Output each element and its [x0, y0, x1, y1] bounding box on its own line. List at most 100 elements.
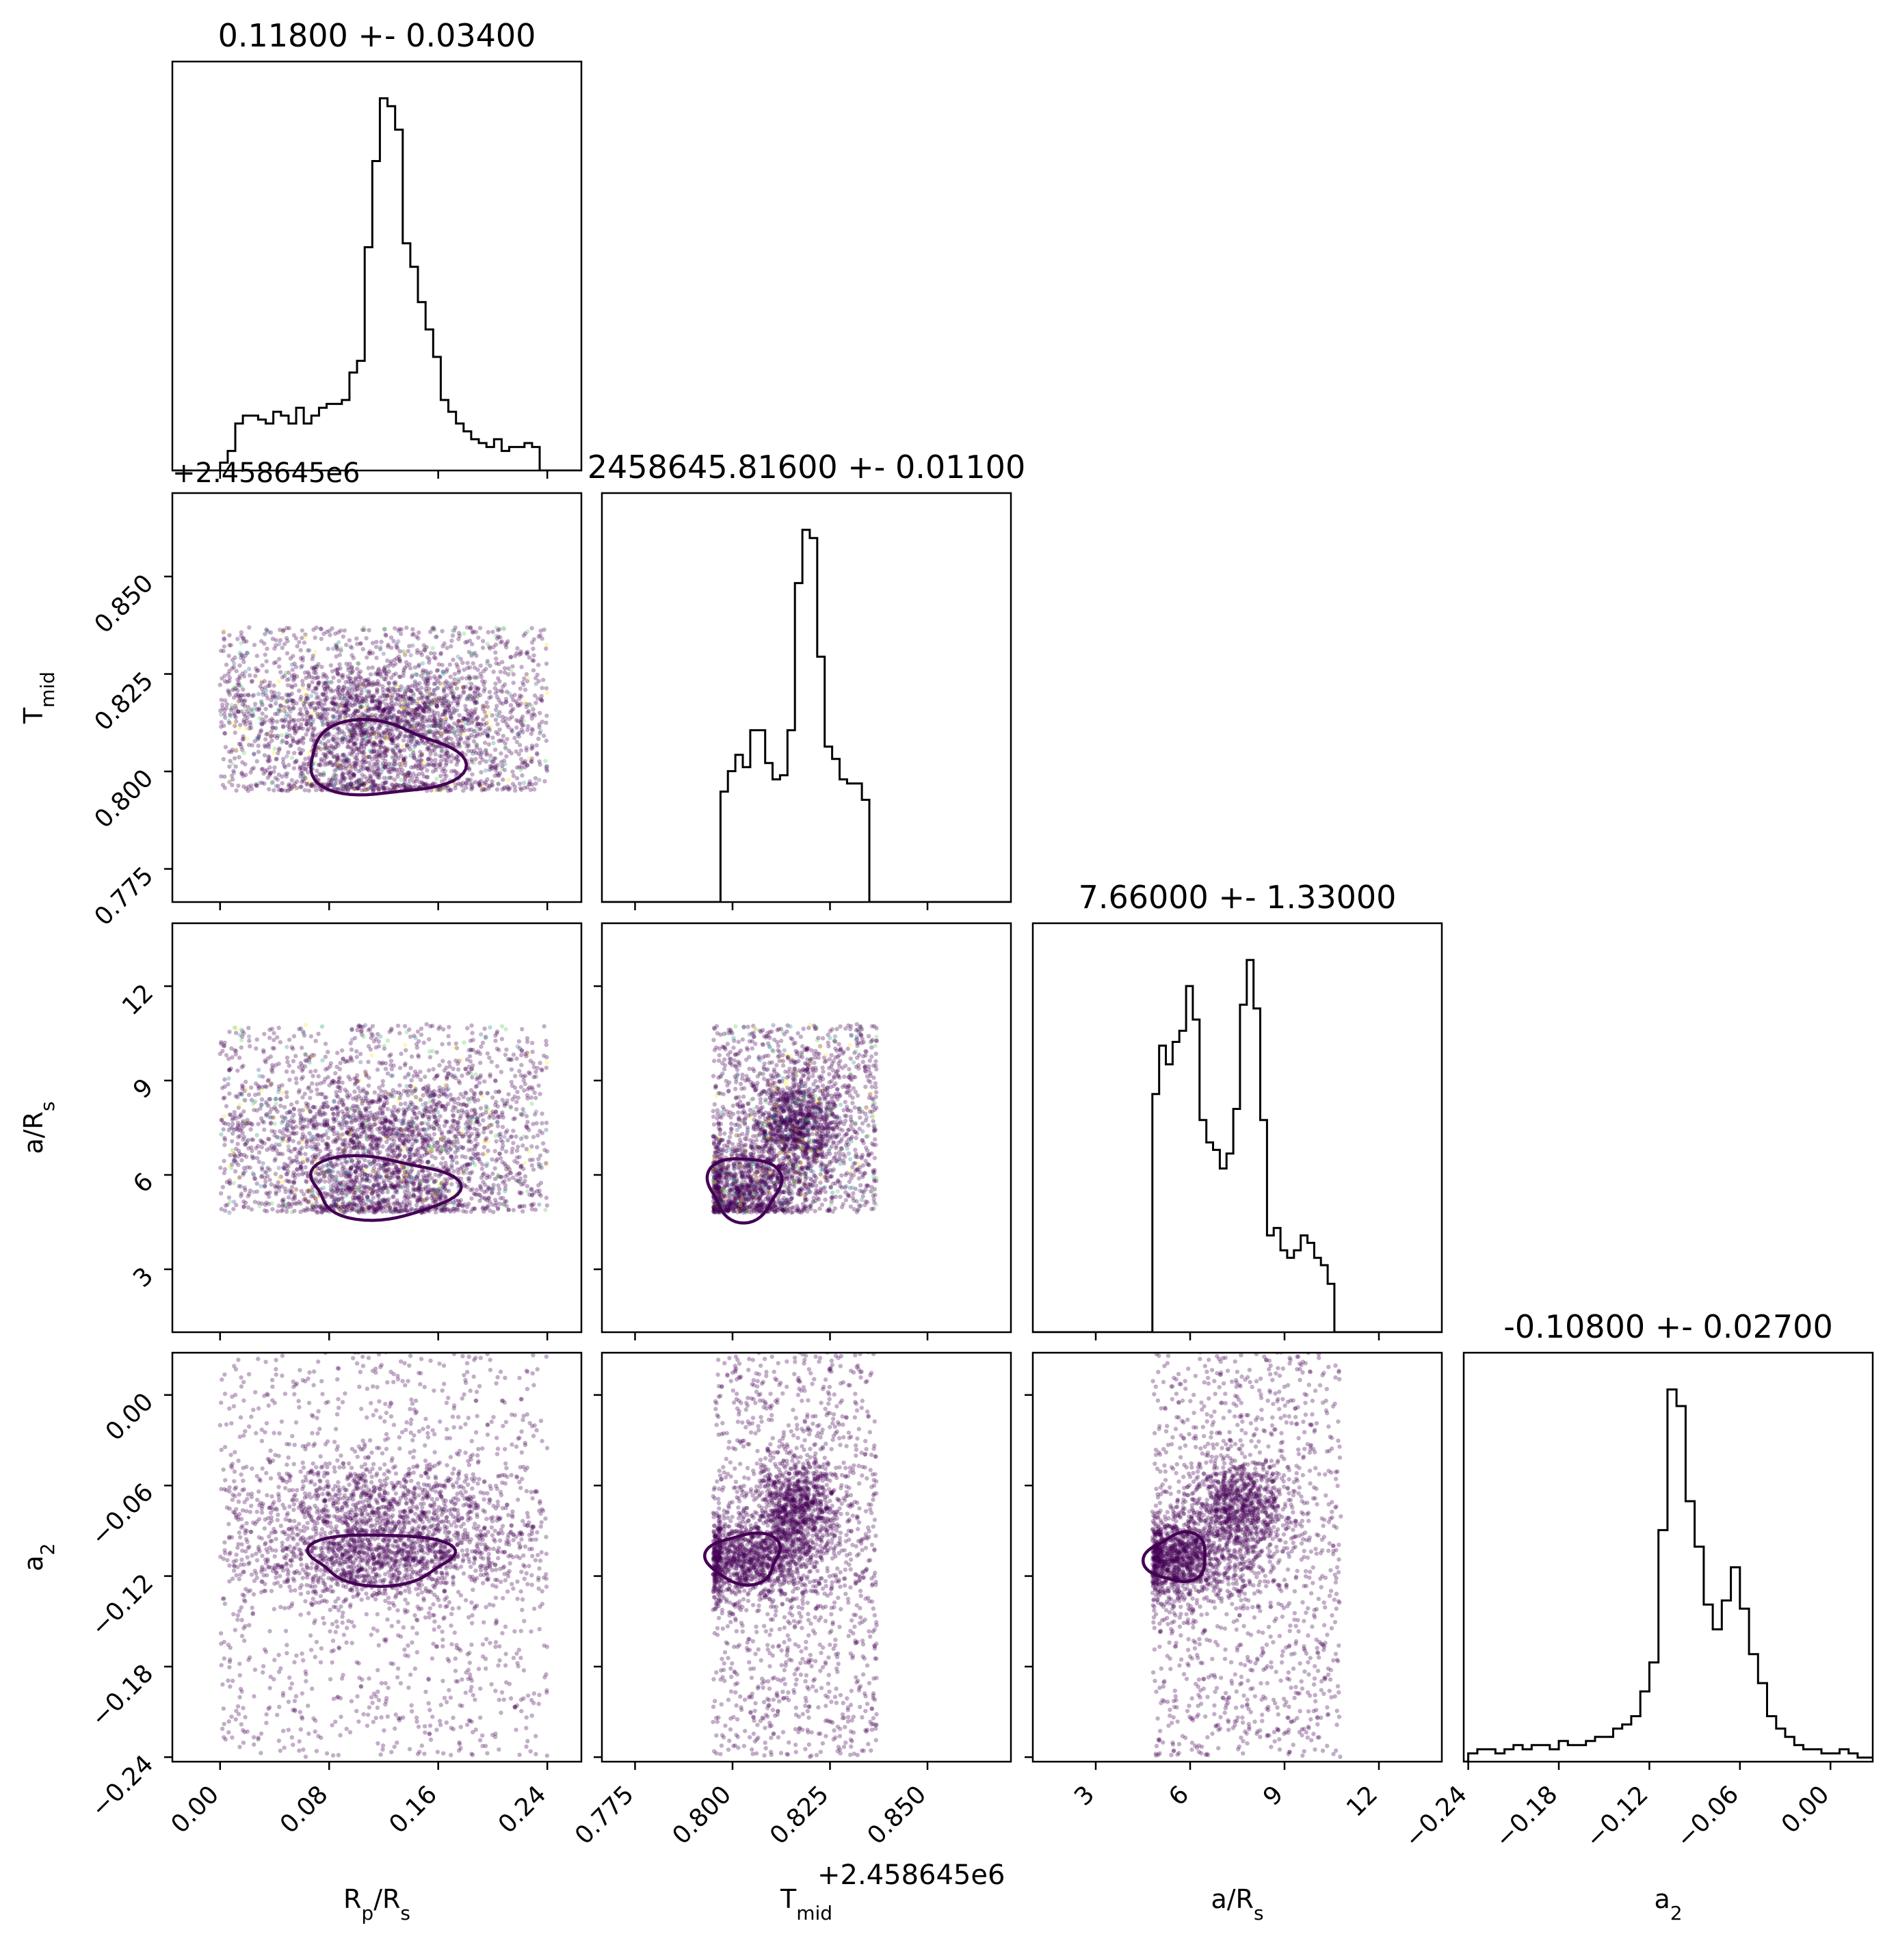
sample-point — [269, 733, 274, 738]
sample-point — [303, 1022, 308, 1027]
sample-point — [461, 715, 466, 720]
sample-point — [391, 786, 397, 792]
sample-point — [339, 648, 343, 653]
sample-point — [406, 782, 411, 787]
sample-point — [319, 711, 325, 716]
sample-point — [458, 693, 463, 698]
sample-point — [332, 772, 337, 778]
sample-point — [389, 635, 394, 640]
sample-point — [524, 748, 529, 753]
sample-point — [479, 1032, 484, 1037]
sample-point — [276, 784, 280, 789]
sample-point — [412, 708, 417, 713]
sample-point — [371, 743, 376, 747]
sample-point — [306, 696, 311, 701]
sample-point — [381, 708, 386, 713]
sample-point — [500, 1146, 505, 1152]
sample-point — [440, 1042, 445, 1047]
sample-point — [293, 1146, 298, 1152]
sample-point — [423, 668, 428, 674]
sample-point — [321, 674, 326, 679]
sample-point — [511, 698, 516, 702]
sample-point — [524, 745, 529, 750]
sample-point — [384, 710, 389, 715]
sample-point — [469, 759, 474, 764]
sample-point — [224, 1052, 229, 1058]
sample-point — [284, 1090, 289, 1095]
sample-point — [461, 717, 466, 721]
sample-point — [436, 678, 440, 683]
sample-point — [432, 688, 436, 693]
sample-point — [371, 789, 376, 793]
sample-point — [391, 750, 396, 755]
sample-point — [387, 736, 392, 741]
sample-point — [386, 694, 391, 699]
sample-point — [421, 661, 425, 666]
sample-point — [339, 786, 343, 791]
sample-point — [261, 720, 266, 726]
sample-point — [442, 680, 447, 686]
sample-point — [369, 696, 374, 700]
sample-point — [276, 751, 280, 756]
sample-point — [472, 694, 477, 699]
sample-point — [425, 717, 430, 722]
sample-point — [461, 725, 466, 730]
sample-point — [273, 694, 278, 700]
sample-point — [492, 747, 498, 752]
sample-point — [354, 756, 359, 761]
sample-point — [275, 777, 280, 782]
sample-point — [487, 689, 492, 695]
sample-point — [274, 756, 278, 762]
sample-point — [349, 696, 354, 700]
sample-point — [466, 674, 472, 679]
sample-point — [389, 696, 393, 700]
sample-point — [350, 732, 355, 737]
sample-point — [408, 695, 413, 700]
sample-point — [534, 1070, 538, 1074]
sample-point — [394, 754, 399, 759]
sample-point — [348, 721, 353, 726]
sample-point — [467, 735, 472, 740]
sample-point — [404, 709, 408, 714]
sample-point — [504, 645, 509, 650]
sample-point — [465, 711, 471, 717]
sample-point — [506, 778, 511, 782]
sample-point — [410, 776, 414, 780]
sample-point — [403, 704, 408, 708]
sample-point — [276, 1165, 281, 1171]
sample-point — [474, 700, 479, 704]
sample-point — [363, 697, 368, 702]
sample-point — [239, 630, 243, 635]
sample-point — [442, 696, 447, 701]
sample-point — [367, 714, 372, 719]
sample-point — [306, 726, 311, 731]
sample-point — [272, 1122, 277, 1126]
sample-point — [469, 784, 474, 789]
sample-point — [451, 698, 457, 704]
sample-point — [389, 659, 394, 664]
sample-point — [423, 719, 428, 724]
sample-point — [306, 672, 311, 676]
sample-point — [428, 670, 433, 675]
sample-point — [247, 726, 252, 731]
sample-point — [365, 693, 369, 699]
sample-point — [411, 780, 417, 784]
sample-point — [477, 760, 482, 765]
sample-point — [250, 713, 256, 718]
sample-point — [265, 758, 270, 763]
sample-point — [446, 724, 451, 730]
sample-point — [449, 711, 455, 715]
sample-point — [367, 764, 373, 769]
sample-point — [433, 788, 438, 793]
sample-point — [341, 787, 346, 792]
sample-point — [354, 693, 359, 698]
sample-point — [419, 766, 424, 771]
sample-point — [280, 787, 285, 793]
sample-point — [413, 764, 418, 769]
sample-point — [373, 782, 378, 787]
sample-point — [359, 741, 364, 746]
sample-point — [232, 756, 237, 761]
sample-point — [417, 721, 422, 727]
sample-point — [294, 779, 300, 784]
sample-point — [460, 661, 465, 665]
